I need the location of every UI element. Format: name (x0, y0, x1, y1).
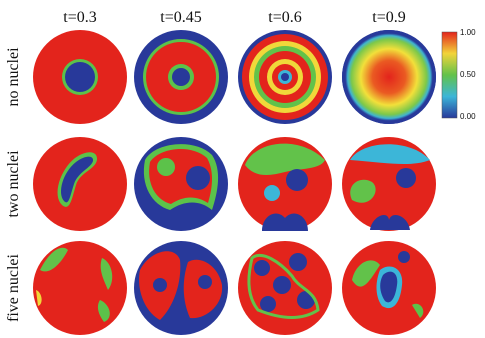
column-label: t=0.9 (372, 9, 405, 26)
row-label: five nuclei (5, 253, 22, 322)
panel (134, 137, 228, 231)
colorbar-tick: 1.00 (460, 28, 476, 37)
row-label: two nuclei (5, 150, 22, 218)
column-label: t=0.3 (63, 9, 96, 26)
panel (342, 137, 436, 231)
colorbar-tick: 0.50 (460, 70, 476, 79)
panel (238, 137, 332, 231)
panel (134, 241, 228, 335)
column-label: t=0.6 (268, 9, 301, 26)
panel (238, 241, 332, 335)
panel (342, 30, 436, 124)
panel (134, 30, 228, 124)
column-label: t=0.45 (160, 9, 201, 26)
row-label: no nuclei (5, 47, 22, 107)
panel (33, 241, 127, 335)
colorbar (441, 31, 458, 119)
panel (342, 241, 436, 335)
panel (33, 137, 127, 231)
panel (33, 30, 127, 124)
panel (238, 30, 332, 124)
colorbar-tick: 0.00 (460, 112, 476, 121)
